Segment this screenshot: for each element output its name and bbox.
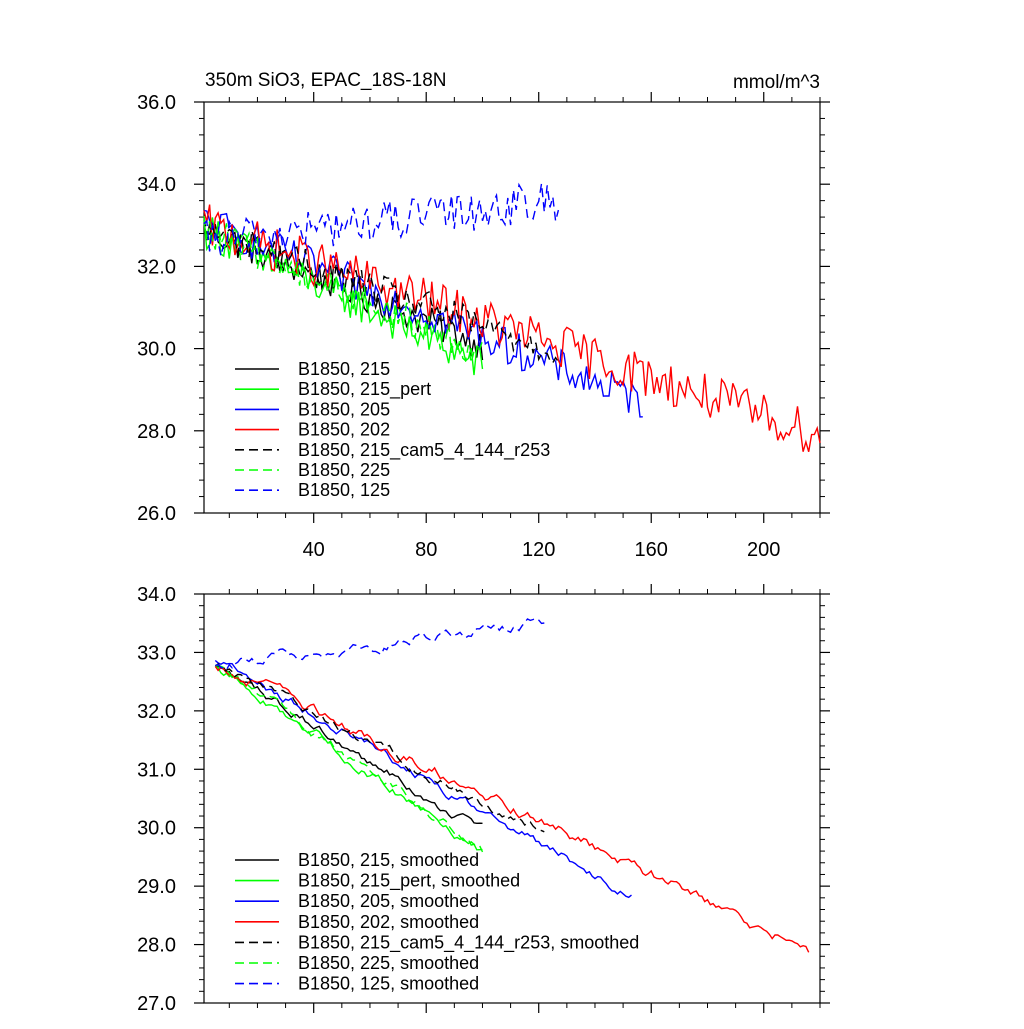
- y-tick-label: 34.0: [137, 174, 176, 196]
- x-tick-label: 160: [635, 539, 668, 561]
- top-chart-title: 350m SiO3, EPAC_18S-18N: [205, 70, 447, 91]
- y-tick-label: 34.0: [137, 584, 176, 606]
- bottom-series-group: [214, 617, 810, 953]
- series-line: [215, 617, 545, 671]
- bottom-panel: 27.0 28.0 29.0 30.0 31.0 32.0 33.0 34.0 B1850, …: [137, 584, 830, 1015]
- bottom-plot-frame: [203, 593, 821, 1004]
- x-tick-label: 120: [522, 539, 555, 561]
- series-line: [203, 204, 821, 452]
- legend-label: B1850, 205: [298, 399, 390, 419]
- legend-label: B1850, 215, smoothed: [298, 850, 479, 870]
- y-tick-label: 33.0: [137, 642, 176, 664]
- legend-label: B1850, 225, smoothed: [298, 953, 479, 973]
- top-panel: 350m SiO3, EPAC_18S-18N mmol/m^3 26.0 28.…: [137, 70, 830, 561]
- y-tick-label: 32.0: [137, 701, 176, 723]
- legend-label: B1850, 215_pert, smoothed: [298, 871, 520, 892]
- y-tick-label: 26.0: [137, 503, 176, 525]
- bottom-axis-ticks: 27.0 28.0 29.0 30.0 31.0 32.0 33.0 34.0: [137, 584, 830, 1015]
- series-line: [215, 664, 484, 853]
- y-tick-label: 28.0: [137, 421, 176, 443]
- series-line: [214, 659, 632, 899]
- legend-label: B1850, 205, smoothed: [298, 891, 479, 911]
- legend-label: B1850, 125, smoothed: [298, 974, 479, 994]
- y-tick-label: 28.0: [137, 935, 176, 957]
- top-chart-units: mmol/m^3: [733, 72, 820, 93]
- legend-label: B1850, 215: [298, 359, 390, 379]
- top-series-group: [203, 182, 821, 452]
- legend-label: B1850, 202, smoothed: [298, 912, 479, 932]
- x-tick-label: 80: [415, 539, 437, 561]
- y-tick-label: 30.0: [137, 339, 176, 361]
- legend-label: B1850, 202: [298, 420, 390, 440]
- y-tick-label: 29.0: [137, 876, 176, 898]
- legend-label: B1850, 215_pert: [298, 379, 431, 400]
- legend-label: B1850, 215_cam5_4_144_r253, smoothed: [298, 932, 639, 953]
- y-tick-label: 36.0: [137, 92, 176, 114]
- series-line: [214, 663, 545, 833]
- x-tick-label: 40: [303, 539, 325, 561]
- x-tick-label: 200: [747, 539, 780, 561]
- top-plot-frame: [203, 101, 821, 514]
- y-tick-label: 27.0: [137, 993, 176, 1015]
- legend-label: B1850, 225: [298, 460, 390, 480]
- series-line: [215, 665, 483, 851]
- y-tick-label: 30.0: [137, 818, 176, 840]
- series-line: [215, 665, 483, 825]
- series-line: [214, 665, 810, 953]
- series-line: [203, 217, 559, 364]
- legend-label: B1850, 215_cam5_4_144_r253: [298, 440, 550, 461]
- top-axis-ticks: 26.0 28.0 30.0 32.0 34.0 36.0 40 80 120 160 200: [137, 92, 830, 561]
- y-tick-label: 31.0: [137, 759, 176, 781]
- series-line: [203, 216, 484, 364]
- y-tick-label: 32.0: [137, 256, 176, 278]
- legend-label: B1850, 125: [298, 480, 390, 500]
- series-line: [203, 182, 560, 257]
